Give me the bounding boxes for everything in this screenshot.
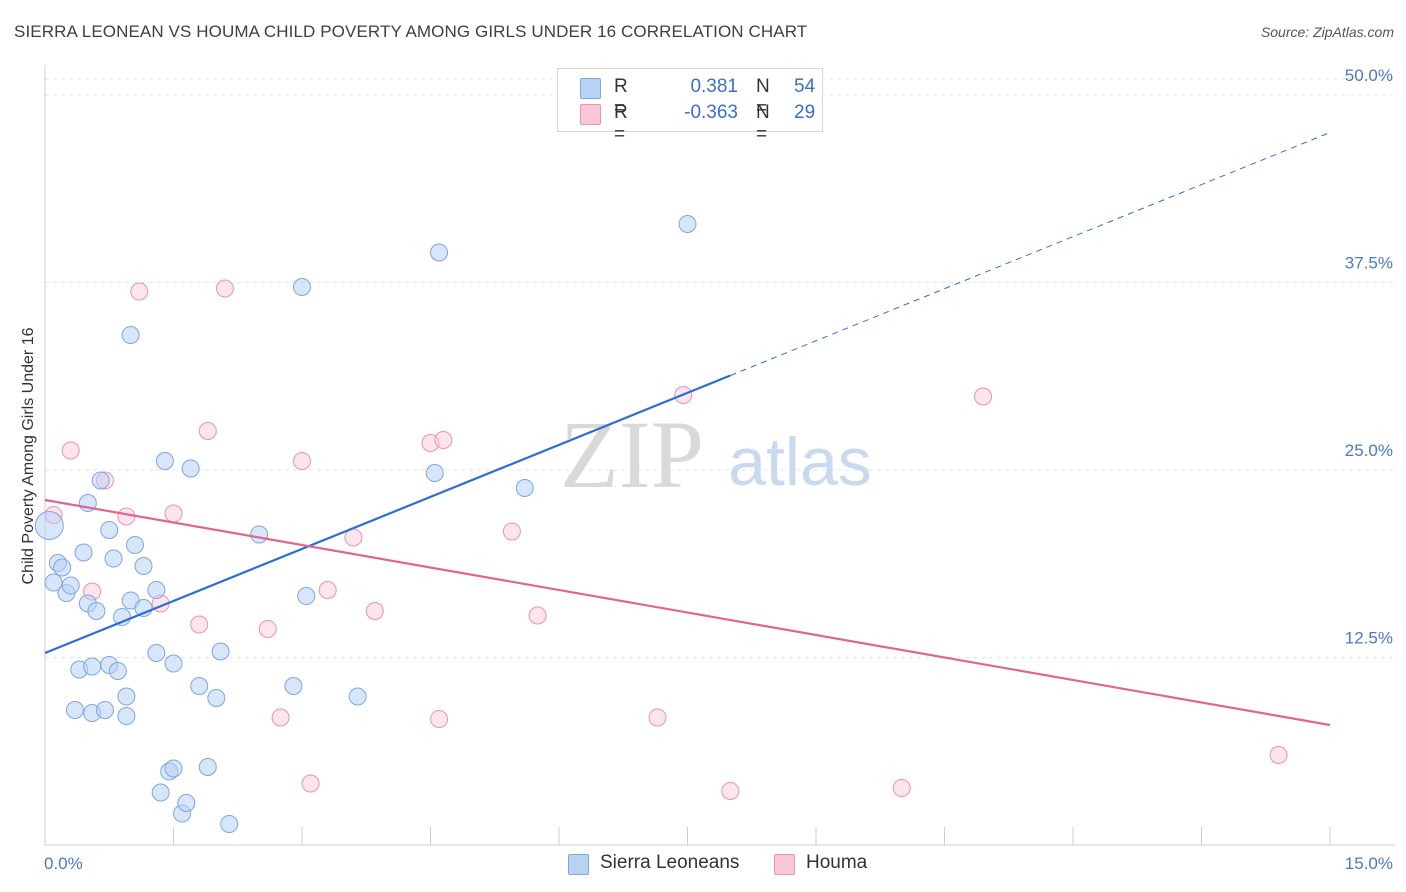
r-label: R =: [614, 76, 628, 119]
sierra-leonean-point: [91, 471, 110, 490]
tick-labels: 12.5% 25.0% 37.5% 50.0% 0.0% 15.0%: [44, 66, 1393, 873]
sierra-leonean-point: [34, 511, 64, 540]
sierra-leonean-point: [164, 759, 183, 778]
houma-point: [301, 774, 320, 793]
pink-swatch: [774, 854, 795, 875]
houma-point: [365, 602, 384, 620]
legend-label: Sierra Leoneans: [600, 852, 740, 873]
legend-label: Houma: [806, 852, 868, 873]
houma-point: [318, 581, 337, 599]
n-value: 54: [794, 76, 816, 97]
houma-point: [198, 422, 217, 440]
sierra-leonean-point: [425, 464, 444, 482]
pink-swatch: [580, 104, 601, 125]
houma-point: [117, 507, 136, 526]
sierra-leonean-point: [74, 543, 93, 562]
sierra-leonean-point: [113, 608, 132, 626]
houma-point: [164, 504, 183, 523]
houma-point: [1269, 746, 1288, 764]
houma-point: [974, 387, 993, 406]
blue-swatch: [580, 78, 601, 99]
houma-trend-line: [44, 498, 1331, 727]
sierra-leonean-point: [117, 707, 136, 725]
x-tick-label: 15.0%: [1345, 854, 1393, 873]
houma-point: [190, 615, 209, 634]
sierra-leonean-point: [44, 573, 63, 592]
houma-point: [528, 606, 547, 625]
houma-point: [215, 279, 234, 298]
axes: [44, 65, 1395, 846]
houma-point: [648, 708, 667, 727]
sierra-leonean-point: [65, 701, 84, 719]
sierra-leonean-point: [678, 215, 697, 233]
sierra-leonean-point: [151, 783, 170, 802]
sierra-leonean-point: [284, 677, 303, 695]
sierra-leonean-point: [348, 687, 367, 706]
houma-point: [434, 431, 453, 449]
sierra-leonean-point: [125, 536, 144, 554]
sierra-leonean-point: [104, 549, 123, 568]
houma-point: [130, 282, 149, 301]
r-value: 0.381: [690, 76, 738, 97]
n-label: N =: [756, 102, 770, 145]
sierra-leonean-point: [164, 654, 183, 673]
chart-title: SIERRA LEONEAN VS HOUMA CHILD POVERTY AM…: [14, 22, 808, 41]
sierra-leonean-point: [87, 602, 106, 620]
y-tick-label: 37.5%: [1345, 254, 1393, 273]
y-axis-label: Child Poverty Among Girls Under 16: [20, 327, 37, 584]
houma-point: [258, 620, 277, 638]
houma-point: [892, 779, 911, 797]
sierra-leonean-point: [108, 662, 127, 680]
sierra-leonean-point: [83, 657, 102, 676]
y-tick-label: 50.0%: [1345, 66, 1393, 85]
houma-point: [293, 452, 311, 470]
trend-lines: [44, 132, 1331, 727]
sierra-leonean-point: [207, 689, 226, 707]
sierra-leonean-point: [181, 459, 200, 478]
houma-point: [430, 710, 449, 728]
sierra-leonean-point: [121, 326, 140, 344]
sierra-leonean-point: [177, 794, 196, 812]
x-tick-label: 0.0%: [44, 854, 83, 873]
n-label: N =: [756, 76, 770, 119]
sierra-leonean-point: [430, 243, 449, 262]
sierra-leonean-trend-extension: [730, 132, 1331, 376]
houma-point: [271, 708, 290, 727]
blue-swatch: [568, 854, 589, 875]
watermark: ZIP atlas: [560, 401, 872, 508]
houma-point: [502, 522, 521, 541]
sierra-leonean-point: [53, 558, 72, 577]
sierra-leonean-point: [61, 576, 80, 595]
watermark-atlas: atlas: [728, 424, 872, 500]
sierra-leonean-point: [117, 687, 136, 706]
sierra-leonean-point: [211, 642, 230, 661]
sierra-leonean-point: [220, 815, 239, 833]
sierra-leonean-point: [147, 581, 166, 599]
y-tick-label: 12.5%: [1345, 629, 1393, 648]
watermark-zip: ZIP: [560, 401, 704, 508]
source-label: Source: ZipAtlas.com: [1260, 24, 1394, 40]
houma-points: [44, 279, 1288, 800]
sierra-leonean-point: [190, 677, 209, 695]
sierra-leonean-point: [95, 701, 114, 719]
sierra-leonean-point: [198, 758, 217, 776]
sierra-leonean-point: [100, 521, 119, 539]
houma-point: [61, 441, 80, 460]
houma-point: [721, 782, 740, 800]
sierra-leonean-point: [155, 452, 174, 470]
sierra-leonean-trend-line: [44, 374, 731, 655]
sierra-leonean-point: [147, 644, 166, 662]
stats-legend: R = 0.381 N = 54 R = -0.363 N = 29: [557, 68, 823, 145]
sierra-leonean-point: [515, 479, 534, 497]
r-label: R =: [614, 102, 628, 145]
sierra-leonean-point: [134, 557, 153, 575]
r-value: -0.363: [684, 102, 738, 123]
n-value: 29: [794, 102, 816, 123]
sierra-leonean-point: [250, 525, 269, 544]
y-tick-label: 25.0%: [1345, 441, 1393, 460]
sierra-leonean-point: [293, 278, 311, 296]
sierra-leonean-point: [297, 587, 316, 605]
